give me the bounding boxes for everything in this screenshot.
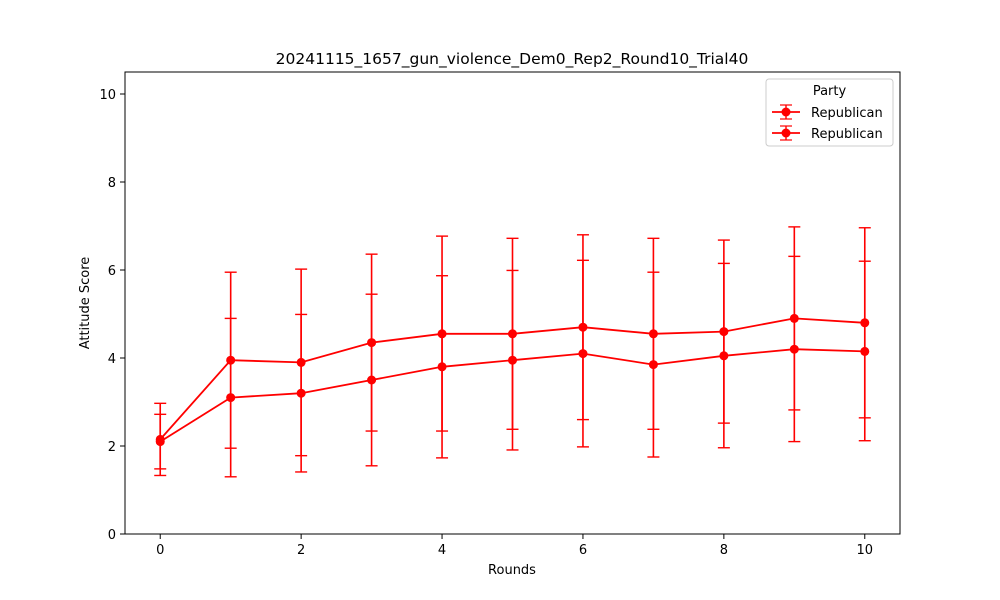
y-tick-label: 4	[108, 352, 116, 367]
chart-title: 20241115_1657_gun_violence_Dem0_Rep2_Rou…	[276, 50, 749, 69]
legend-marker	[781, 128, 791, 138]
data-point	[437, 362, 447, 372]
legend-box	[765, 78, 894, 147]
data-point	[578, 349, 588, 359]
axes-frame	[124, 71, 901, 535]
y-tick-label: 2	[108, 440, 116, 455]
series-2	[154, 255, 871, 478]
data-point	[719, 351, 729, 361]
data-point	[367, 375, 377, 385]
x-tick-label: 2	[297, 543, 305, 558]
x-axis-label: Rounds	[488, 563, 536, 578]
y-tick-label: 10	[99, 88, 116, 103]
plot-area	[154, 226, 871, 478]
legend-label: Republican	[811, 127, 883, 142]
axes: 0 2 4 6 8 10 0 2 4 6 8 10	[99, 71, 901, 558]
legend-marker	[781, 107, 791, 117]
legend-title: Party	[813, 84, 847, 99]
y-tick-label: 8	[108, 176, 116, 191]
data-point	[155, 437, 165, 447]
data-point	[226, 393, 236, 403]
y-tick-label: 6	[108, 264, 116, 279]
data-point	[789, 344, 799, 354]
data-point	[508, 355, 517, 365]
x-tick-label: 0	[156, 543, 164, 558]
x-tick-label: 6	[579, 543, 587, 558]
x-tick-label: 10	[856, 543, 873, 558]
data-point	[296, 388, 306, 398]
legend-entry-1: Republican	[772, 104, 883, 121]
data-point	[860, 346, 870, 356]
data-point	[648, 360, 658, 370]
x-tick-label: 8	[720, 543, 728, 558]
legend-label: Republican	[811, 106, 883, 121]
y-tick-label: 0	[108, 528, 116, 543]
x-tick-label: 4	[438, 543, 446, 558]
legend: Party Republican Republican	[765, 78, 894, 147]
legend-entry-2: Republican	[772, 125, 883, 142]
y-axis-label: Attitude Score	[78, 257, 93, 350]
